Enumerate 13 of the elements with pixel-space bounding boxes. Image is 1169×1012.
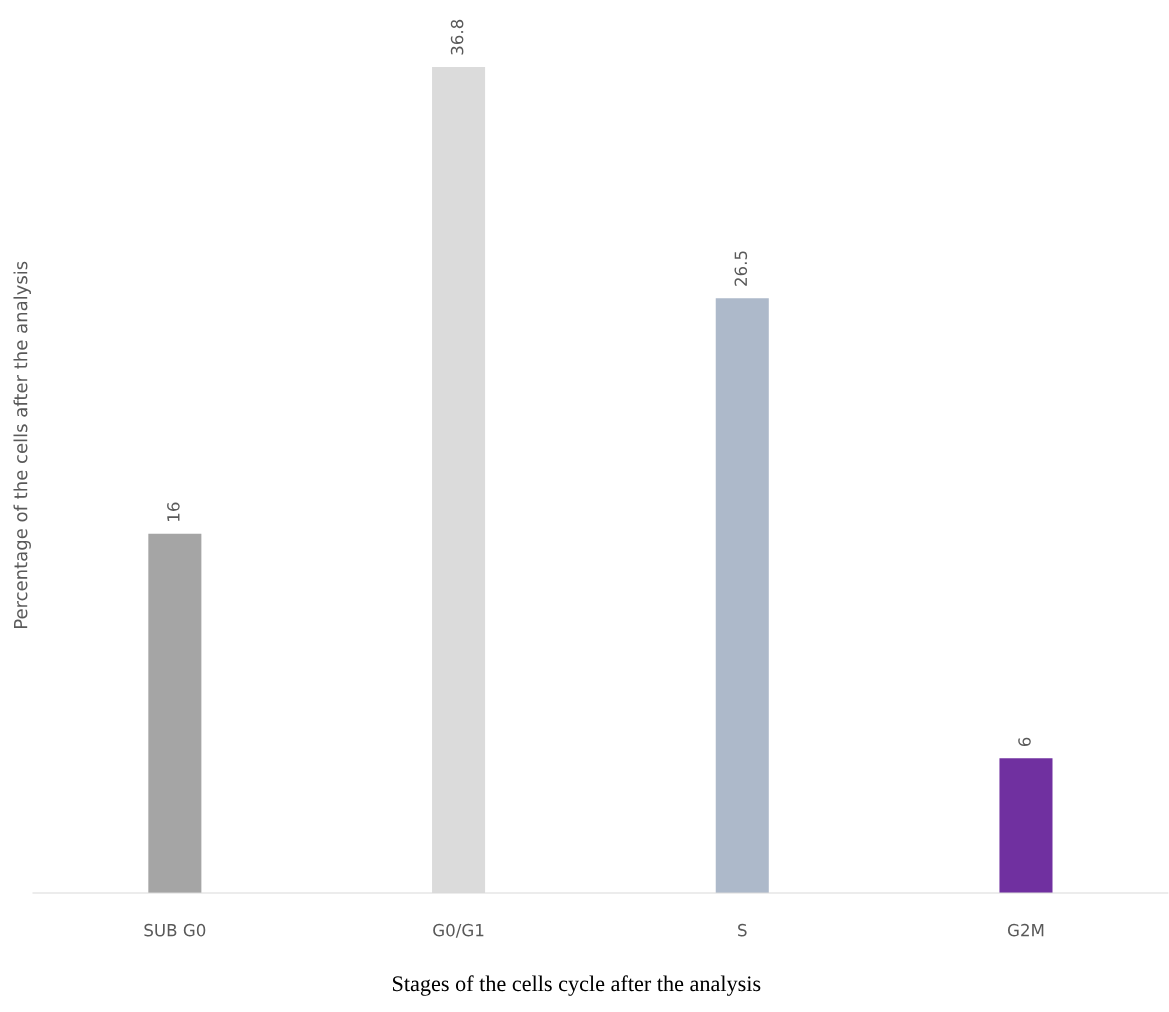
x-tick-label: G2M — [1007, 923, 1044, 937]
x-tick-label: G0/G1 — [433, 923, 484, 938]
x-tick-label: S — [738, 923, 747, 937]
x-axis-title: Stages of the cells cycle after the analysis — [392, 975, 761, 996]
y-axis-title: Percentage of the cells after the analysis — [13, 261, 31, 628]
data-label: 26.5 — [734, 251, 748, 286]
data-label: 16 — [167, 502, 180, 521]
bar — [148, 533, 202, 893]
data-label: 36.8 — [450, 19, 464, 55]
x-tick-label: SUB G0 — [144, 923, 206, 937]
data-label: 6 — [1018, 737, 1031, 747]
bar — [999, 758, 1053, 893]
bar — [715, 298, 769, 893]
